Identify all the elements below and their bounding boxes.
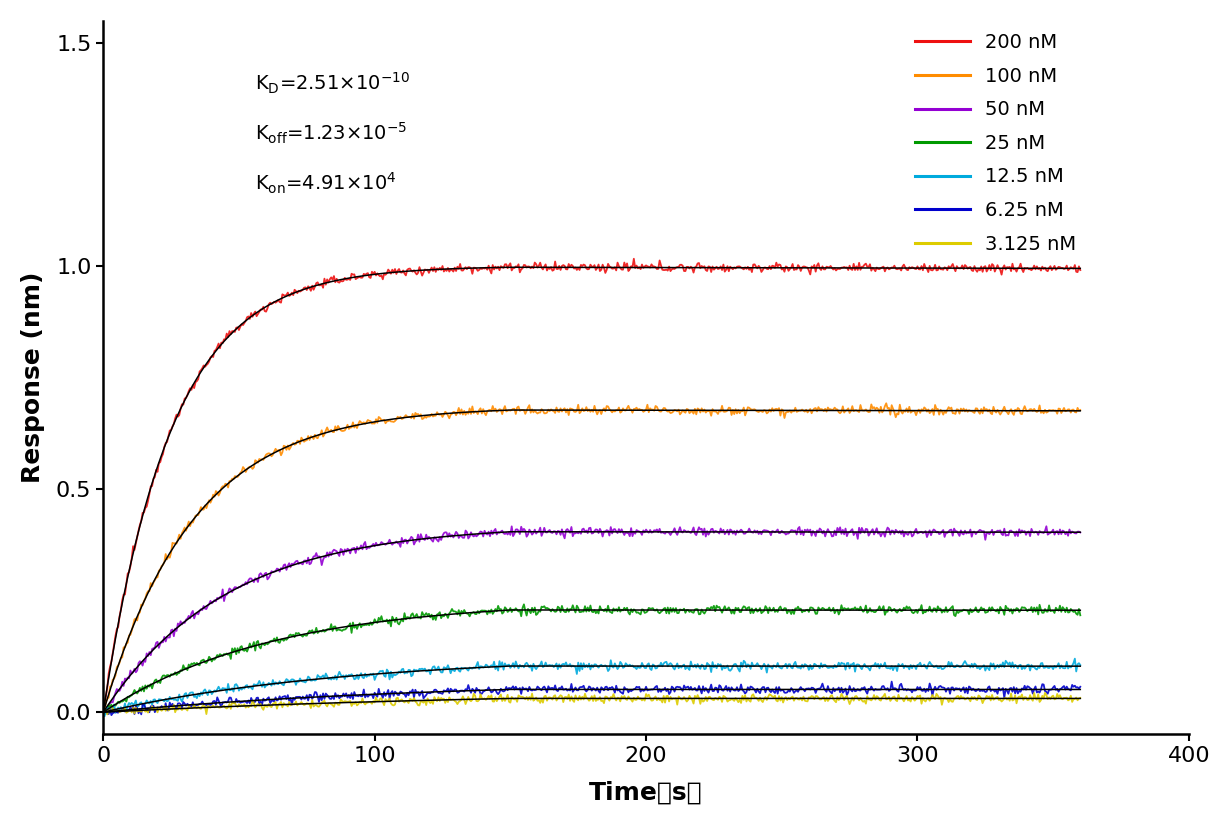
Text: K$_{\rm on}$=4.91×10$^{4}$: K$_{\rm on}$=4.91×10$^{4}$ <box>255 171 396 196</box>
Text: K$_{\rm D}$=2.51×10$^{-10}$: K$_{\rm D}$=2.51×10$^{-10}$ <box>255 71 410 96</box>
Y-axis label: Response (nm): Response (nm) <box>21 272 44 483</box>
Legend: 200 nM, 100 nM, 50 nM, 25 nM, 12.5 nM, 6.25 nM, 3.125 nM: 200 nM, 100 nM, 50 nM, 25 nM, 12.5 nM, 6… <box>906 23 1086 263</box>
Text: K$_{\rm off}$=1.23×10$^{-5}$: K$_{\rm off}$=1.23×10$^{-5}$ <box>255 120 407 146</box>
X-axis label: Time（s）: Time（s） <box>590 780 703 804</box>
